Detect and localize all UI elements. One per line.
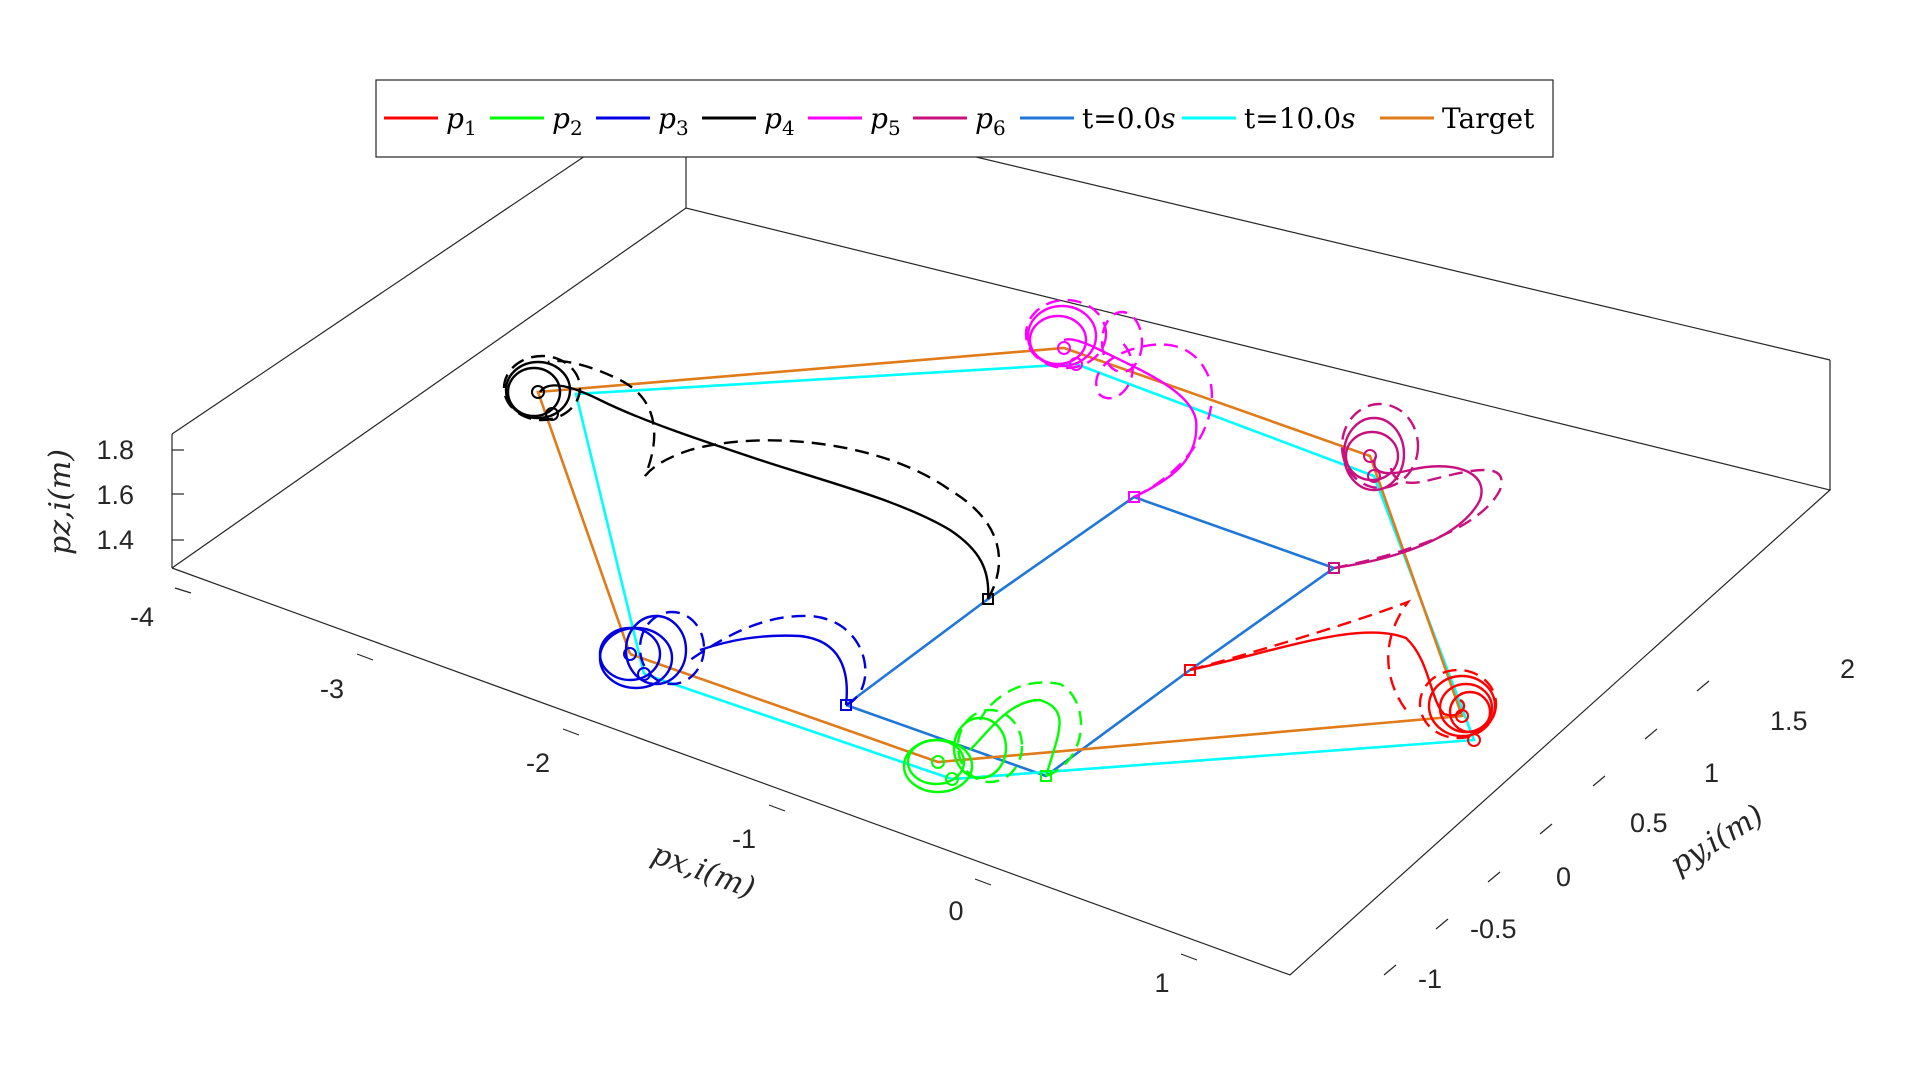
final-marker-p1 [1467, 733, 1481, 747]
legend-entry-label: p1 [446, 102, 477, 140]
start-marker-p2 [1040, 770, 1052, 782]
legend-entry-label: Target [1442, 102, 1535, 135]
final-marker-p5 [1069, 357, 1083, 371]
series-loop-p1 [1418, 668, 1498, 740]
final-marker-p4 [545, 407, 559, 421]
x-tick-label: -4 [130, 602, 154, 632]
legend-entry-label: p2 [552, 102, 583, 140]
series-loop-p2 [902, 738, 974, 794]
series-loop-p1 [1448, 690, 1492, 734]
series-loop-p5 [1026, 304, 1098, 368]
series-loop-p4 [506, 366, 562, 418]
start-marker-p6 [1328, 562, 1340, 574]
x-tick-label: -3 [320, 674, 344, 704]
series-line-p1-ref [1189, 599, 1412, 711]
series-loop-p6 [1342, 416, 1406, 492]
y-tick-label: 0 [1556, 862, 1571, 892]
y-tick-label: 0.5 [1630, 808, 1668, 838]
series-line-p4-ref [547, 359, 1001, 600]
series-loop-p6 [1340, 402, 1420, 490]
series-line-p3-ref [689, 614, 867, 707]
z-tick-labels: 1.4 1.6 1.8 [96, 435, 134, 555]
series-loop-p2 [956, 708, 1024, 784]
z-tick-label: 1.4 [96, 525, 134, 555]
series-line-target [536, 346, 1464, 764]
legend-entry-label: p5 [870, 102, 901, 140]
legend-entry-label: p6 [975, 102, 1006, 140]
series-loop-p6 [1344, 430, 1400, 482]
y-tick-label: -0.5 [1470, 914, 1517, 944]
z-axis-ticks [172, 449, 184, 541]
y-tick-label: 1.5 [1770, 706, 1808, 736]
y-axis-label: py,i(m) [1664, 798, 1770, 882]
y-tick-label: 1 [1704, 758, 1719, 788]
series-line-p4-actual [539, 384, 990, 600]
start-marker-p1 [1184, 664, 1196, 676]
y-tick-labels: -1 -0.5 0 0.5 1 1.5 2 [1418, 654, 1855, 994]
series-line-p3-actual [699, 634, 848, 706]
series-p1 [1184, 599, 1498, 747]
z-tick-label: 1.8 [96, 435, 134, 465]
series-line-p5-ref [1095, 339, 1214, 499]
legend: p1 p2 p3 p4 p5 p6 t=0.0s t=10.0s Target [375, 79, 1554, 158]
series-line-p5-actual [1063, 338, 1198, 499]
series-line-p6-ref [1333, 459, 1503, 570]
z-tick-label: 1.6 [96, 480, 134, 510]
x-tick-label: 1 [1154, 968, 1169, 998]
series-p2 [902, 681, 1083, 794]
legend-entry-label: t=0.0s [1082, 102, 1176, 135]
x-tick-label: 0 [948, 896, 963, 926]
y-tick-label: -1 [1418, 964, 1442, 994]
series-line-p6-actual [1333, 455, 1483, 570]
x-tick-label: -2 [526, 748, 550, 778]
series-p5 [1024, 298, 1214, 503]
start-marker-p5 [1128, 491, 1140, 503]
z-axis-label: pz,i(m) [43, 449, 78, 555]
series-line-p2-actual [969, 698, 1061, 777]
series-line-p1-actual [1189, 631, 1466, 717]
x-tick-labels: -4 -3 -2 -1 0 1 [130, 602, 1170, 998]
x-axis-ticks [174, 587, 1198, 961]
series-loop-p5 [1024, 298, 1108, 370]
target-marker-p1 [1455, 709, 1469, 723]
series-p4 [502, 354, 1001, 605]
final-marker-p6 [1367, 469, 1381, 483]
series-loop-p5 [1028, 314, 1088, 366]
series-p6 [1328, 402, 1503, 574]
x-tick-label: -1 [732, 824, 756, 854]
final-marker-p3 [637, 667, 651, 681]
series-line-p2-ref [978, 681, 1083, 778]
series-loop-p4 [502, 354, 582, 422]
start-marker-p3 [840, 699, 852, 711]
start-marker-p4 [982, 593, 994, 605]
legend-entry-label: p3 [658, 102, 689, 140]
target-marker-p2 [931, 755, 945, 769]
series-loop-p3 [598, 626, 674, 690]
target-marker-p4 [531, 385, 545, 399]
series-loop-p4 [504, 360, 572, 420]
target-marker-p5 [1057, 341, 1071, 355]
series-loop-p5 [1100, 310, 1144, 374]
final-marker-p2 [945, 772, 959, 786]
series-loop-p3 [638, 610, 706, 686]
series-loop-p2 [952, 716, 1008, 780]
target-marker-p6 [1363, 449, 1377, 463]
axes-box [171, 87, 1832, 976]
y-axis-ticks [1383, 680, 1710, 976]
legend-entry-label: t=10.0s [1244, 102, 1355, 135]
target-marker-p3 [623, 647, 637, 661]
series-p3 [598, 610, 867, 711]
y-tick-label: 2 [1840, 654, 1855, 684]
legend-entry-label: p4 [764, 102, 795, 140]
